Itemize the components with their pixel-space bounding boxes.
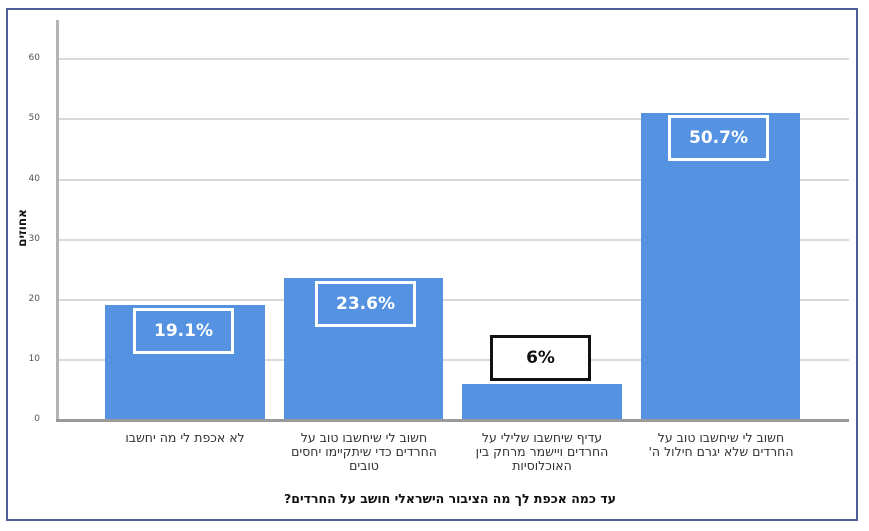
y-tick: 10 — [28, 354, 40, 364]
y-axis-title: אחוזים — [15, 209, 29, 247]
category-line: טובים — [349, 458, 379, 473]
gridline-20 — [58, 299, 849, 301]
bar-3 — [462, 384, 622, 420]
x-axis — [56, 419, 849, 422]
x-axis-title: עד כמה אכפת לך מה הציבור הישראלי חושב על… — [284, 491, 616, 506]
category-line: חשוב לי שיחשבו טוב על — [300, 430, 428, 445]
bar-4 — [641, 113, 800, 420]
y-tick: 50 — [28, 113, 40, 123]
category-label-3: עדיף שיחשבו שלילי על החרדים ויישמר מרחק … — [457, 431, 627, 473]
data-label-1: 19.1% — [133, 308, 234, 354]
data-label-4: 50.7% — [668, 115, 769, 161]
data-label-3: 6% — [490, 335, 591, 381]
gridline-50 — [58, 118, 849, 120]
category-line: חשוב לי שיחשבו טוב על — [657, 430, 785, 445]
category-line: האוכלוסיות — [512, 458, 572, 473]
category-label-4: חשוב לי שיחשבו טוב על החרדים שלא יגרם חי… — [636, 431, 806, 459]
y-axis — [56, 20, 59, 421]
category-label-1: לא אכפת לי מה יחשבו — [100, 431, 270, 445]
gridline-60 — [58, 58, 849, 60]
y-tick: 60 — [28, 53, 40, 63]
data-label-2: 23.6% — [315, 281, 416, 327]
category-line: לא אכפת לי מה יחשבו — [125, 430, 245, 445]
y-tick: 20 — [28, 294, 40, 304]
category-label-2: חשוב לי שיחשבו טוב על החרדים כדי שיתקיימ… — [279, 431, 449, 473]
y-tick: 30 — [28, 234, 40, 244]
y-tick: 40 — [28, 174, 40, 184]
category-line: החרדים ויישמר מרחק בין — [475, 444, 609, 459]
gridline-40 — [58, 179, 849, 181]
category-line: החרדים שלא יגרם חילול ה' — [648, 444, 794, 459]
y-tick: 0 — [34, 414, 40, 424]
category-line: עדיף שיחשבו שלילי על — [481, 430, 603, 445]
gridline-10 — [58, 359, 849, 361]
gridline-30 — [58, 239, 849, 241]
category-line: החרדים כדי שיתקיימו יחסים — [291, 444, 437, 459]
